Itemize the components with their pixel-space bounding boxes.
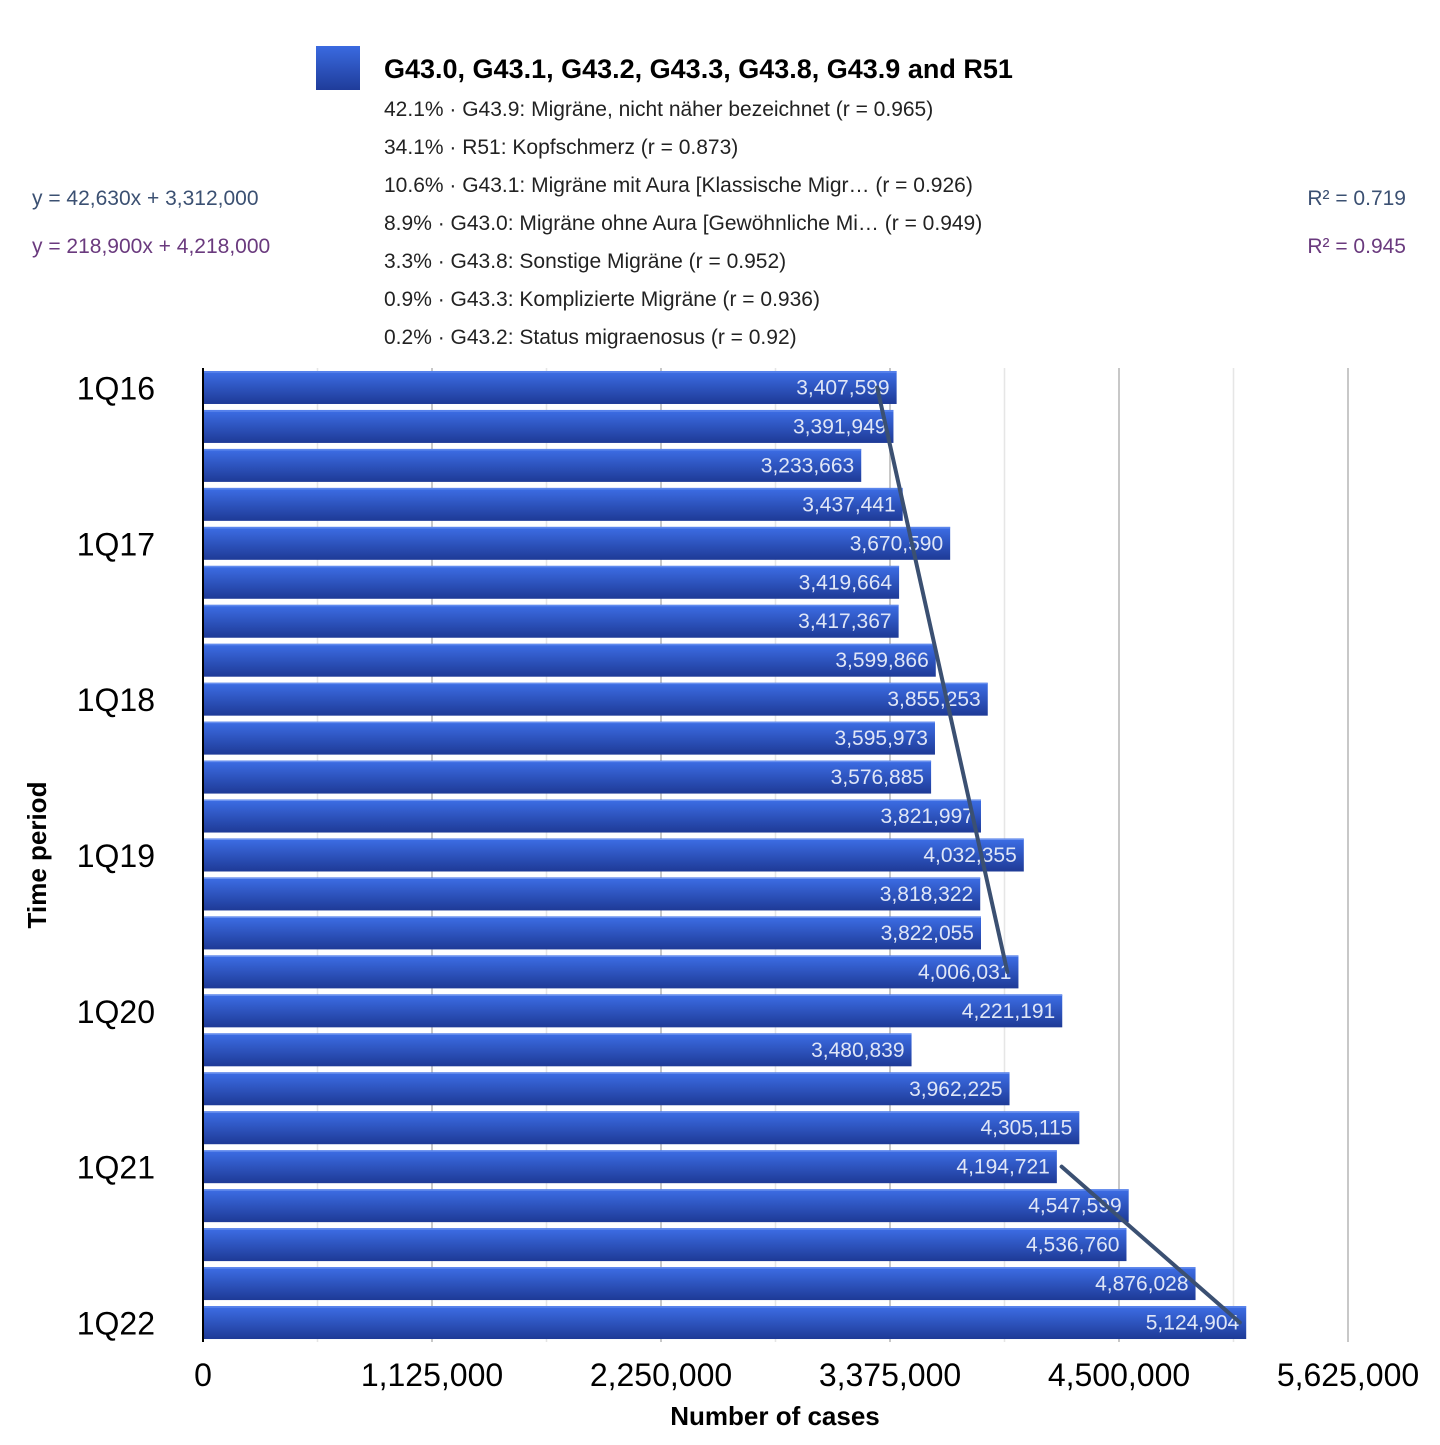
x-tick-label: 2,250,000 [590,1357,732,1393]
trend-line [875,385,1010,974]
axes: 0 1,125,000 2,250,000 3,375,000 4,500,000 5,6… [22,368,1419,1431]
y-tick-label: 1Q19 [77,838,155,874]
data-label: 3,233,663 [761,454,854,477]
legend-title: G43.0, G43.1, G43.2, G43.3, G43.8, G43.9… [384,54,1013,84]
y-tick-label: 1Q20 [77,994,155,1030]
bar [203,1228,1127,1262]
trend-equation-2: y = 218,900x + 4,218,000 [32,235,271,258]
bar [203,1072,1010,1106]
data-label: 3,419,664 [799,571,893,594]
bar [203,994,1063,1028]
y-tick-label: 1Q18 [77,682,155,718]
legend-item: 10.6% · G43.1: Migräne mit Aura [Klassis… [384,174,973,197]
x-tick-label: 0 [194,1357,212,1393]
legend-item: 0.9% · G43.3: Komplizierte Migräne (r = … [384,288,820,311]
data-label: 4,194,721 [956,1156,1049,1179]
data-label: 3,962,225 [909,1078,1002,1101]
bar [203,409,894,443]
x-tick-label: 5,625,000 [1277,1357,1419,1393]
x-tick-label: 3,375,000 [819,1357,961,1393]
bar [203,1111,1080,1145]
bar [203,1306,1247,1340]
bar [203,526,951,560]
y-tick-label: 1Q21 [77,1150,155,1186]
bar [203,838,1024,872]
data-label: 4,032,355 [923,844,1016,867]
legend-swatch [316,46,360,90]
trend-r2-2: R² = 0.945 [1307,235,1406,258]
bar [203,955,1019,989]
data-label: 3,437,441 [802,493,895,516]
data-label: 3,595,973 [835,727,928,750]
y-axis-title: Time period [22,782,52,929]
y-tick-label: 1Q16 [77,370,155,406]
bar [203,799,981,833]
bar [203,643,936,677]
x-axis-title: Number of cases [670,1401,880,1431]
data-label: 3,407,599 [796,376,889,399]
bar [203,682,988,716]
bar [203,604,899,638]
x-tick-label: 4,500,000 [1048,1357,1190,1393]
data-label: 3,821,997 [881,805,974,828]
data-labels: 3,407,599 3,391,949 3,233,663 3,437,441 3,67… [761,376,1240,1334]
bar [203,370,897,404]
data-label: 3,822,055 [881,922,974,945]
trend-lines [875,385,1242,1325]
data-label: 5,124,904 [1146,1312,1240,1335]
data-label: 4,221,191 [962,1000,1055,1023]
bar [203,565,900,599]
y-tick-label: 1Q17 [77,526,155,562]
data-label: 4,006,031 [918,961,1011,984]
bar [203,1267,1196,1301]
data-label: 3,670,590 [850,532,943,555]
bar [203,1189,1129,1223]
data-label: 3,391,949 [793,415,886,438]
data-label: 3,855,253 [887,688,980,711]
legend-item: 42.1% · G43.9: Migräne, nicht näher beze… [384,98,934,121]
data-label: 3,576,885 [831,766,924,789]
legend-item: 8.9% · G43.0: Migräne ohne Aura [Gewöhnl… [384,212,983,235]
bar [203,877,981,911]
data-label: 3,599,866 [835,649,928,672]
data-label: 4,305,115 [980,1117,1072,1140]
trend-equation-1: y = 42,630x + 3,312,000 [32,187,259,210]
y-tick-label: 1Q22 [77,1306,155,1342]
data-label: 3,480,839 [811,1039,904,1062]
bar [203,487,903,521]
legend-item: 34.1% · R51: Kopfschmerz (r = 0.873) [384,136,739,159]
bar [203,721,935,755]
data-label: 3,417,367 [798,610,891,633]
legend-items: 42.1% · G43.9: Migräne, nicht näher beze… [384,96,982,362]
bar [203,916,982,950]
bar [203,448,862,482]
data-label: 3,818,322 [880,883,973,906]
bar [203,1033,912,1067]
legend-item: 0.2% · G43.2: Status migraenosus (r = 0.… [384,326,797,349]
trend-r2-1: R² = 0.719 [1307,187,1406,210]
bar [203,760,932,794]
x-tick-label: 1,125,000 [361,1357,503,1393]
bars [203,370,1247,1340]
trend-line [1059,1164,1242,1325]
data-label: 4,536,760 [1026,1234,1119,1257]
legend-item: 3.3% · G43.8: Sonstige Migräne (r = 0.95… [384,250,787,273]
bar [203,1150,1057,1184]
data-label: 4,876,028 [1095,1273,1188,1296]
